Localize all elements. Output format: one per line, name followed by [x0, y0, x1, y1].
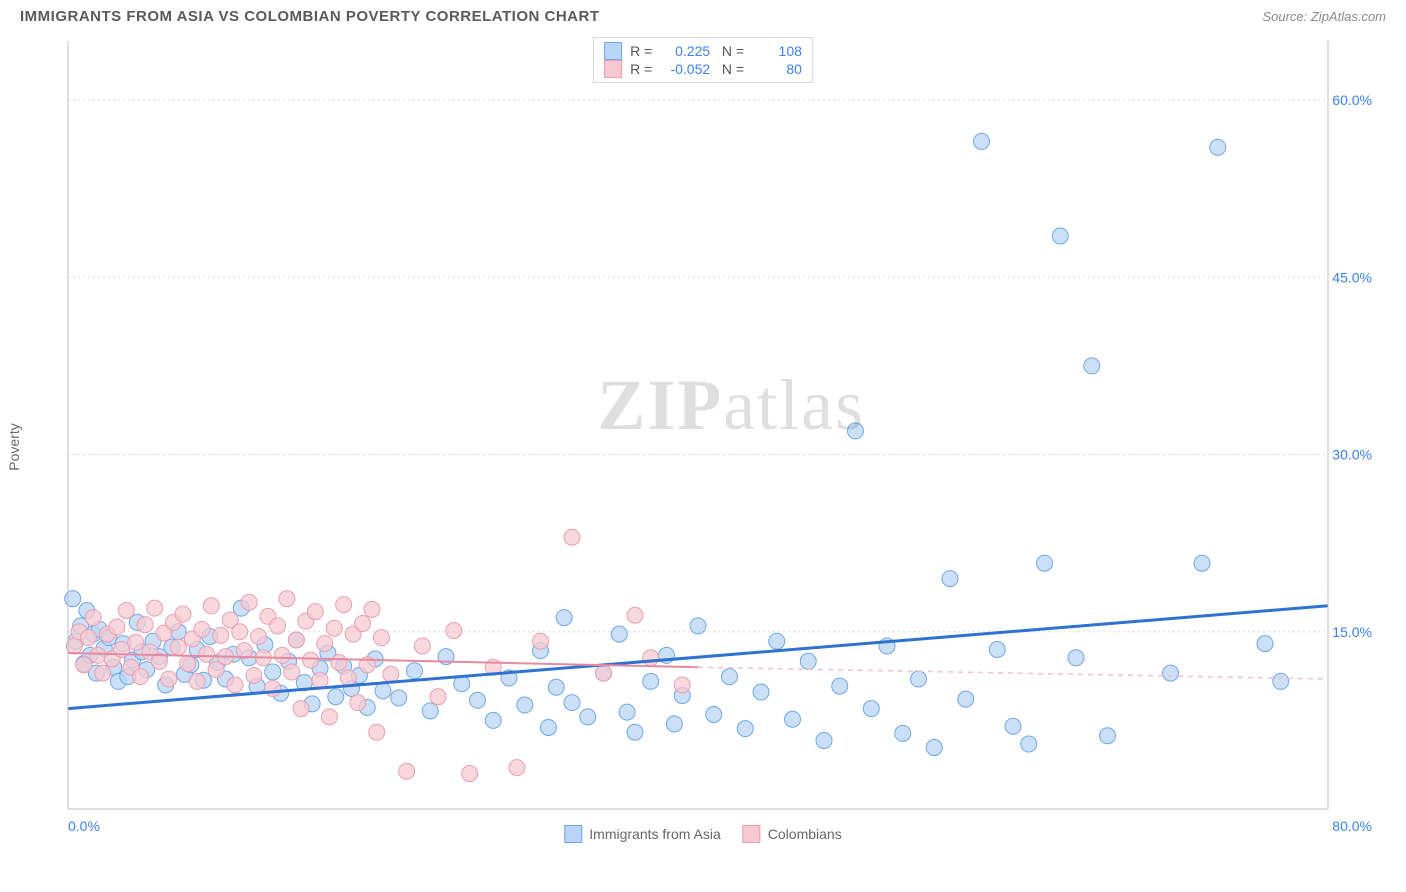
svg-text:80.0%: 80.0% [1332, 818, 1372, 834]
legend-stats: R = 0.225 N = 108 R = -0.052 N = 80 [593, 37, 813, 83]
legend-stats-row: R = -0.052 N = 80 [604, 60, 802, 78]
legend-swatch [743, 825, 761, 843]
legend-stat-text: R = -0.052 N = 80 [630, 61, 802, 77]
legend-item: Immigrants from Asia [564, 825, 720, 843]
legend-series: Immigrants from Asia Colombians [564, 825, 841, 843]
legend-item: Colombians [743, 825, 842, 843]
svg-text:15.0%: 15.0% [1332, 624, 1372, 640]
source-label: Source: ZipAtlas.com [1262, 9, 1386, 24]
legend-label: Colombians [768, 826, 842, 842]
legend-stat-text: R = 0.225 N = 108 [630, 43, 802, 59]
legend-swatch [604, 60, 622, 78]
header: IMMIGRANTS FROM ASIA VS COLOMBIAN POVERT… [0, 0, 1406, 29]
svg-text:0.0%: 0.0% [68, 818, 100, 834]
chart-title: IMMIGRANTS FROM ASIA VS COLOMBIAN POVERT… [20, 8, 600, 25]
y-axis-label: Poverty [6, 423, 22, 470]
svg-text:30.0%: 30.0% [1332, 447, 1372, 463]
legend-label: Immigrants from Asia [589, 826, 720, 842]
legend-swatch [564, 825, 582, 843]
svg-text:45.0%: 45.0% [1332, 269, 1372, 285]
legend-swatch [604, 42, 622, 60]
legend-stats-row: R = 0.225 N = 108 [604, 42, 802, 60]
scatter-plot: 15.0% 30.0% 45.0% 60.0% 0.0% 80.0% [20, 29, 1386, 849]
chart-container: Poverty 15.0%30.0%45.0%60.0%0.0%80.0% ZI… [20, 29, 1386, 849]
svg-text:60.0%: 60.0% [1332, 92, 1372, 108]
